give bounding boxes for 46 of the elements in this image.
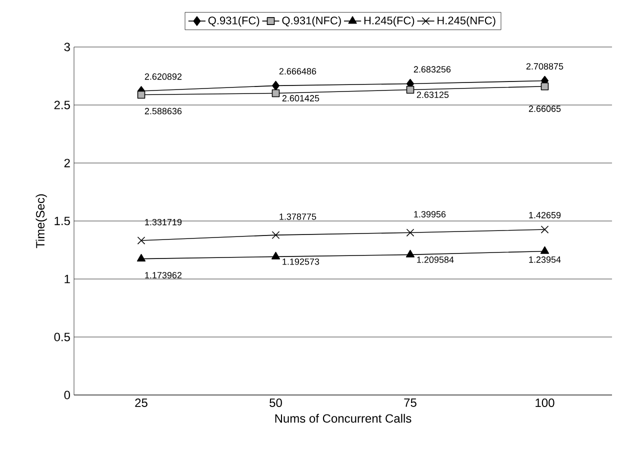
data-label: 1.209584 bbox=[417, 256, 454, 263]
point bbox=[272, 80, 280, 91]
point bbox=[137, 90, 146, 99]
x-tick-label: 75 bbox=[404, 398, 416, 407]
legend-label: H.245(FC) bbox=[364, 16, 414, 27]
data-label: 1.331719 bbox=[145, 218, 182, 226]
point bbox=[271, 252, 280, 260]
data-label: 1.42659 bbox=[529, 212, 561, 218]
y-tick-label: 1 bbox=[64, 274, 70, 284]
data-label: 2.620892 bbox=[144, 73, 182, 80]
x-tick-label: 25 bbox=[135, 398, 148, 408]
y-tick-label: 2 bbox=[64, 158, 70, 168]
y-axis-title: Time(Sec) bbox=[36, 194, 47, 248]
point bbox=[272, 231, 280, 239]
data-label: 2.63125 bbox=[416, 92, 449, 98]
point bbox=[406, 250, 415, 258]
data-label: 2.66065 bbox=[528, 106, 561, 112]
x-axis-title: Nums of Concurrent Calls bbox=[275, 414, 412, 423]
point bbox=[540, 82, 549, 90]
data-label: 1.39956 bbox=[414, 211, 446, 218]
point bbox=[540, 226, 549, 234]
point bbox=[540, 246, 550, 254]
point bbox=[272, 89, 280, 98]
data-label: 2.601425 bbox=[282, 95, 320, 102]
data-label: 1.378775 bbox=[280, 213, 316, 220]
y-tick-label: 1.5 bbox=[54, 216, 70, 226]
data-label: 2.683256 bbox=[414, 66, 451, 73]
point bbox=[406, 228, 414, 237]
legend-label: Q.931(NFC) bbox=[282, 16, 341, 27]
data-label: 1.192573 bbox=[282, 258, 320, 265]
data-label: 1.23954 bbox=[529, 256, 561, 263]
data-label: 2.708875 bbox=[526, 63, 564, 70]
legend-label: Q.931(FC) bbox=[208, 16, 260, 27]
y-tick-label: 3 bbox=[64, 42, 70, 52]
point bbox=[136, 254, 146, 262]
data-label: 2.666486 bbox=[279, 68, 316, 74]
x-tick-label: 50 bbox=[270, 398, 282, 408]
x-tick-label: 100 bbox=[536, 398, 554, 408]
y-tick-label: 0 bbox=[64, 390, 70, 400]
data-label: 2.588636 bbox=[144, 108, 182, 114]
data-label: 1.173962 bbox=[145, 272, 182, 278]
point bbox=[406, 86, 414, 94]
y-tick-label: 0.5 bbox=[54, 332, 70, 342]
point bbox=[137, 236, 146, 244]
legend-label: H.245(NFC) bbox=[438, 16, 496, 27]
y-tick-label: 2.5 bbox=[54, 100, 70, 110]
